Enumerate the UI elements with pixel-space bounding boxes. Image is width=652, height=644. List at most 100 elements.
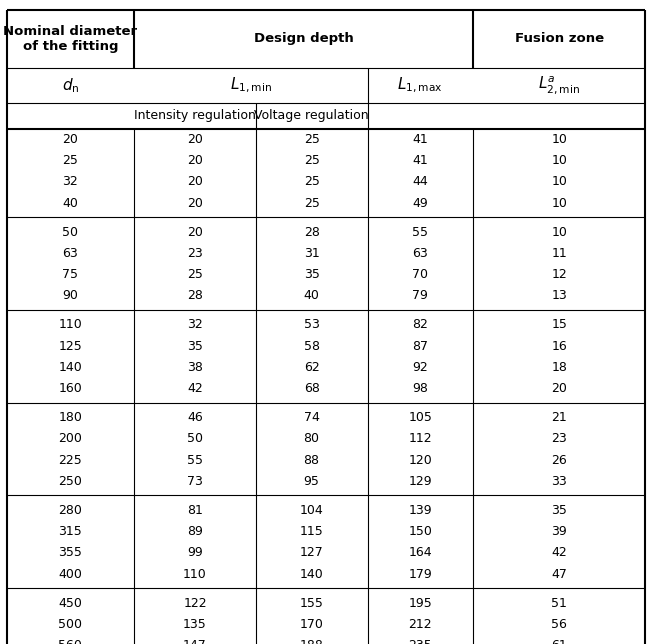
Text: 50: 50 [63, 225, 78, 239]
Text: 450: 450 [59, 596, 82, 610]
Text: 170: 170 [300, 618, 323, 631]
Text: 56: 56 [552, 618, 567, 631]
Text: 400: 400 [59, 567, 82, 581]
Text: 47: 47 [552, 567, 567, 581]
Text: 20: 20 [187, 154, 203, 167]
Text: 32: 32 [187, 318, 203, 332]
Text: $d_\mathrm{n}$: $d_\mathrm{n}$ [62, 76, 79, 95]
Text: 42: 42 [552, 546, 567, 560]
Text: 110: 110 [59, 318, 82, 332]
Text: 180: 180 [59, 411, 82, 424]
Text: 212: 212 [408, 618, 432, 631]
Text: 32: 32 [63, 175, 78, 189]
Text: 280: 280 [59, 504, 82, 517]
Text: 68: 68 [304, 382, 319, 395]
Text: 28: 28 [187, 289, 203, 303]
Text: Design depth: Design depth [254, 32, 353, 45]
Text: 95: 95 [304, 475, 319, 488]
Text: 41: 41 [412, 154, 428, 167]
Text: 74: 74 [304, 411, 319, 424]
Text: 88: 88 [304, 453, 319, 467]
Text: $L_{1,\mathrm{max}}$: $L_{1,\mathrm{max}}$ [398, 76, 443, 95]
Text: 20: 20 [187, 196, 203, 210]
Text: 80: 80 [304, 432, 319, 446]
Text: 10: 10 [552, 154, 567, 167]
Text: 10: 10 [552, 133, 567, 146]
Text: 11: 11 [552, 247, 567, 260]
Text: 55: 55 [412, 225, 428, 239]
Text: 20: 20 [187, 225, 203, 239]
Text: 105: 105 [408, 411, 432, 424]
Text: 89: 89 [187, 525, 203, 538]
Text: 40: 40 [63, 196, 78, 210]
Text: Fusion zone: Fusion zone [514, 32, 604, 45]
Text: 35: 35 [304, 268, 319, 281]
Text: Intensity regulation: Intensity regulation [134, 109, 256, 122]
Text: 195: 195 [408, 596, 432, 610]
Text: 38: 38 [187, 361, 203, 374]
Text: 13: 13 [552, 289, 567, 303]
Text: 110: 110 [183, 567, 207, 581]
Text: Nominal diameter
of the fitting: Nominal diameter of the fitting [3, 24, 138, 53]
Text: 115: 115 [300, 525, 323, 538]
Text: $L_{1,\mathrm{min}}$: $L_{1,\mathrm{min}}$ [230, 76, 272, 95]
Text: 55: 55 [187, 453, 203, 467]
Text: 20: 20 [63, 133, 78, 146]
Text: 112: 112 [408, 432, 432, 446]
Text: 560: 560 [59, 639, 82, 644]
Text: 25: 25 [304, 133, 319, 146]
Text: 53: 53 [304, 318, 319, 332]
Text: 16: 16 [552, 339, 567, 353]
Text: 25: 25 [63, 154, 78, 167]
Text: 139: 139 [408, 504, 432, 517]
Text: 40: 40 [304, 289, 319, 303]
Text: 179: 179 [408, 567, 432, 581]
Text: 42: 42 [187, 382, 203, 395]
Text: $L_{2,\mathrm{min}}^{a}$: $L_{2,\mathrm{min}}^{a}$ [538, 75, 580, 96]
Text: 25: 25 [304, 175, 319, 189]
Text: 188: 188 [300, 639, 323, 644]
Text: 99: 99 [187, 546, 203, 560]
Text: 87: 87 [412, 339, 428, 353]
Text: 21: 21 [552, 411, 567, 424]
Text: 49: 49 [412, 196, 428, 210]
Text: 46: 46 [187, 411, 203, 424]
Text: 15: 15 [552, 318, 567, 332]
Text: 82: 82 [412, 318, 428, 332]
Text: 140: 140 [59, 361, 82, 374]
Text: 63: 63 [412, 247, 428, 260]
Text: 28: 28 [304, 225, 319, 239]
Text: 51: 51 [552, 596, 567, 610]
Text: 39: 39 [552, 525, 567, 538]
Text: 23: 23 [552, 432, 567, 446]
Text: 35: 35 [187, 339, 203, 353]
Text: 140: 140 [300, 567, 323, 581]
Text: 90: 90 [63, 289, 78, 303]
Text: 20: 20 [552, 382, 567, 395]
Text: 62: 62 [304, 361, 319, 374]
Text: 23: 23 [187, 247, 203, 260]
Text: 26: 26 [552, 453, 567, 467]
Text: 73: 73 [187, 475, 203, 488]
Text: 58: 58 [304, 339, 319, 353]
Text: 70: 70 [412, 268, 428, 281]
Text: 92: 92 [412, 361, 428, 374]
Text: 147: 147 [183, 639, 207, 644]
Text: 98: 98 [412, 382, 428, 395]
Text: 81: 81 [187, 504, 203, 517]
Text: 75: 75 [63, 268, 78, 281]
Text: 200: 200 [59, 432, 82, 446]
Text: 25: 25 [187, 268, 203, 281]
Text: 20: 20 [187, 133, 203, 146]
Text: 150: 150 [408, 525, 432, 538]
Text: 35: 35 [552, 504, 567, 517]
Text: 79: 79 [412, 289, 428, 303]
Text: 155: 155 [300, 596, 323, 610]
Text: 127: 127 [300, 546, 323, 560]
Text: 250: 250 [59, 475, 82, 488]
Text: 122: 122 [183, 596, 207, 610]
Text: 164: 164 [408, 546, 432, 560]
Text: 61: 61 [552, 639, 567, 644]
Text: 33: 33 [552, 475, 567, 488]
Text: 20: 20 [187, 175, 203, 189]
